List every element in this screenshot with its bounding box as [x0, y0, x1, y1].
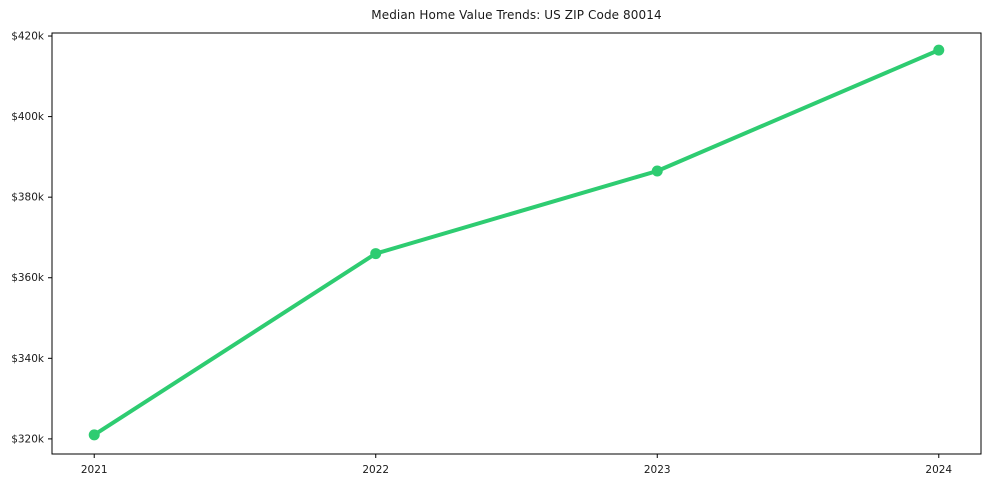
y-axis-tick-label: $320k — [11, 433, 45, 445]
data-point-marker — [88, 429, 100, 441]
data-point-marker — [933, 44, 945, 56]
y-axis-tick-label: $380k — [11, 192, 45, 204]
x-axis-tick-label: 2023 — [644, 464, 671, 476]
trend-line — [92, 48, 941, 437]
chart-title: Median Home Value Trends: US ZIP Code 80… — [371, 8, 662, 22]
y-axis-tick-label: $400k — [11, 111, 45, 123]
plot-border — [51, 32, 982, 455]
y-axis-tick-label: $420k — [11, 31, 45, 43]
y-axis-tick-label: $360k — [11, 272, 45, 284]
data-point-marker — [651, 165, 663, 177]
x-axis-tick-label: 2021 — [81, 464, 108, 476]
x-axis-tick-label: 2022 — [362, 464, 389, 476]
data-point-marker — [370, 248, 382, 260]
y-axis-tick-label: $340k — [11, 353, 45, 365]
x-axis-tick-label: 2024 — [925, 464, 952, 476]
